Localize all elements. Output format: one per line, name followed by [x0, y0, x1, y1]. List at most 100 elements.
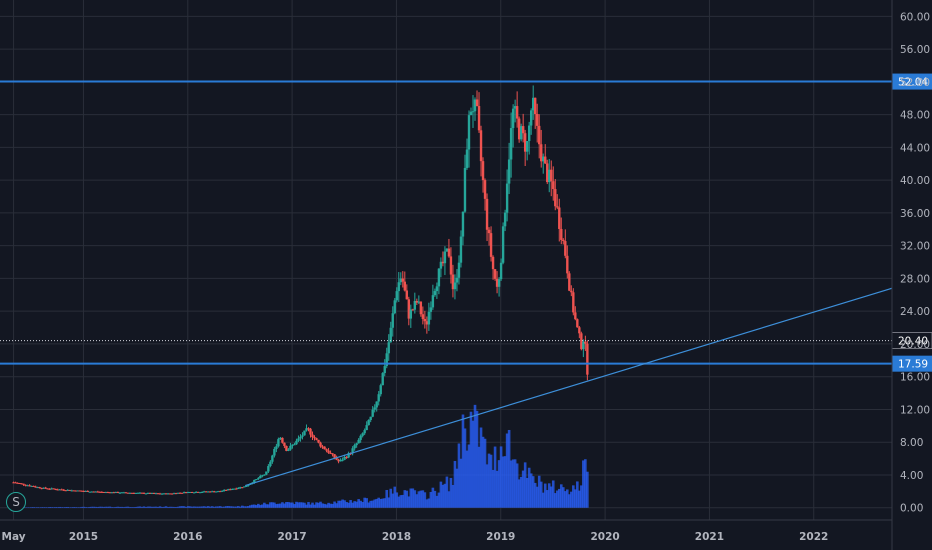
volume-bar [411, 488, 415, 508]
candle-body [367, 420, 370, 426]
volume-bar [369, 500, 372, 508]
candle-body [271, 455, 274, 462]
candle-body [568, 273, 571, 291]
candle-body [391, 313, 394, 328]
volume-bar [391, 493, 395, 508]
volume-bar [403, 490, 407, 508]
candle-body [40, 488, 43, 490]
volume-bar [281, 502, 284, 508]
volume-bar [210, 506, 214, 508]
candle-body [485, 198, 489, 230]
candle-body [32, 485, 35, 487]
volume-bar [192, 506, 196, 508]
candle-body [433, 291, 437, 296]
volume-bar [249, 505, 252, 508]
candle-body [321, 446, 324, 448]
volume-bar [343, 500, 346, 508]
y-tick-label: 56.00 [900, 44, 930, 56]
volume-bar [273, 502, 276, 508]
volume-bar [293, 504, 296, 508]
candle-body [120, 492, 124, 494]
candle-body [447, 248, 451, 257]
candle-body [26, 485, 29, 487]
volume-bar [259, 505, 262, 508]
candle-body [162, 493, 166, 495]
volume-bar [435, 495, 439, 508]
volume-bar [479, 427, 483, 508]
volume-bar [465, 450, 469, 508]
candle-body [301, 435, 304, 437]
volume-bar [190, 506, 194, 508]
candle-body [580, 333, 583, 350]
candle-body [345, 456, 348, 458]
candle-body [578, 327, 581, 334]
candle-body [531, 97, 535, 111]
volume-bar [106, 506, 110, 508]
volume-bar [580, 485, 583, 508]
candle-body [186, 492, 190, 494]
candle-body [112, 492, 116, 494]
volume-bar [507, 429, 511, 508]
candle-body [564, 241, 567, 256]
candle-body [96, 491, 100, 493]
candle-body [582, 341, 585, 350]
candle-body [56, 489, 59, 491]
candle-body [263, 474, 266, 476]
candle-body [124, 492, 128, 494]
candle-body [221, 490, 224, 492]
candle-body [361, 433, 364, 436]
volume-bar [168, 506, 172, 508]
candle-body [14, 482, 17, 484]
candle-body [333, 454, 336, 458]
candle-body [231, 489, 234, 491]
candle-body [98, 491, 102, 493]
volume-bar [578, 490, 581, 508]
candle-body [473, 99, 477, 112]
volume-bar [541, 492, 545, 508]
candle-body [417, 301, 421, 303]
candle-body [212, 491, 216, 493]
volume-bar [232, 506, 236, 508]
volume-bar [104, 506, 108, 508]
volume-bar [317, 502, 320, 508]
candle-body [50, 488, 53, 490]
volume-bar [525, 477, 529, 508]
volume-bar [198, 506, 202, 508]
symbol-badge[interactable]: S [6, 492, 26, 512]
volume-bar [118, 506, 122, 508]
volume-bar [417, 491, 421, 508]
candle-body [204, 491, 208, 493]
candle-body [339, 459, 342, 462]
volume-bar [142, 506, 146, 508]
volume-bar [269, 502, 272, 508]
candle-body [78, 490, 81, 492]
volume-bar [158, 506, 162, 508]
volume-bar [471, 420, 475, 508]
candle-body [552, 181, 555, 190]
candle-body [415, 300, 419, 303]
candle-body [275, 446, 278, 449]
volume-bar [387, 497, 391, 508]
volume-bar [74, 507, 78, 508]
volume-bar [285, 502, 288, 508]
candle-body [206, 491, 210, 493]
volume-bar [194, 506, 198, 508]
volume-bar [257, 503, 260, 508]
candle-body [566, 255, 569, 274]
candle-body [116, 492, 120, 494]
volume-bar [425, 499, 429, 508]
volume-bar [226, 506, 230, 508]
candle-body [371, 409, 374, 417]
candle-body [291, 444, 294, 446]
candle-body [373, 407, 376, 410]
candle-body [217, 491, 220, 493]
volume-bar [238, 506, 242, 508]
candle-body [267, 466, 270, 472]
candle-body [501, 226, 505, 263]
candle-body [281, 437, 284, 443]
volume-bar [54, 507, 57, 508]
candle-body [475, 99, 479, 107]
volume-bar [216, 506, 220, 508]
volume-bar [124, 506, 128, 508]
volume-bar [395, 492, 399, 508]
